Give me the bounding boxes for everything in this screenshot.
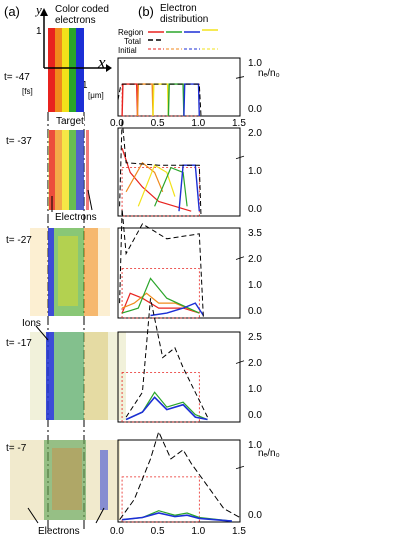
time-unit: [fs] [22,87,33,96]
x-tick-bottom-4: 1.5 [232,526,246,537]
total-curve-3 [119,209,204,319]
x-tick-bottom-3: 1.0 [191,526,206,537]
initial-profile-2 [121,167,200,217]
plot-frame-3 [117,227,241,319]
row-2-particles [48,130,89,210]
rainbow-target [48,28,84,112]
x-axis-arrowhead [106,64,112,72]
electrons-label: Electrons [55,212,97,223]
row2-yellow [137,164,176,207]
y-tick-row4-4: 0.0 [248,410,262,421]
y-tick-row2-3: 0.0 [248,204,262,215]
region-curve-2 [136,83,154,117]
region-curve-3 [152,83,170,117]
region-curve-5 [183,83,200,117]
row2-red [121,148,192,212]
ylabel-top: nₑ/n₀ [258,68,280,79]
panel-a-title-2: electrons [55,15,96,26]
row5-blue [122,512,232,522]
axis-x-tick: 1 [82,80,88,91]
y-tick-row1-1: 1.0 [248,58,262,69]
y-tick-row3-3: 1.0 [248,280,262,291]
y-tick-row2-2: 1.0 [248,166,262,177]
y-tick-row4-2: 2.0 [248,358,262,369]
row-3-time: t= -27 [6,235,32,246]
total-curve-5 [119,430,241,520]
axis-break-3 [235,256,245,260]
initial-profile-5 [121,476,200,523]
y-tick-row3-4: 0.0 [248,306,262,317]
x-tick-bottom-2: 0.5 [150,526,165,537]
ions-label: Ions [22,318,41,329]
initial-profile-3 [121,268,200,319]
y-tick-row3-2: 2.0 [248,254,262,265]
region-curve-4 [167,83,185,117]
row2-green [154,166,188,207]
legend-initial: Initial [118,46,137,55]
panel-a-title-1: Color coded [55,4,109,15]
plot-frame-4 [117,331,241,423]
bottom-electrons-label: Electrons [38,526,80,537]
row4-green [125,391,208,421]
ylabel-bottom: nₑ/n₀ [258,448,280,459]
arrow-electrons-right [87,189,93,211]
arrow-bottom-right [95,507,105,524]
panel-b-title-1: Electron [160,3,197,14]
row3-blue [150,302,204,317]
arrow-bottom-left [27,507,39,524]
row-4-time: t= -17 [6,338,32,349]
row4-blue [125,396,208,421]
legend-total: Total [124,37,141,46]
axis-x-unit: [μm] [88,91,104,100]
row-4-particles [30,332,126,420]
row-3-particles [30,228,110,316]
y-tick-row2-1: 2.0 [248,128,262,139]
panel-a-label: (a) [4,4,20,19]
panel-b-label: (b) [138,4,154,19]
target-label: Target [56,116,84,128]
region-curve-1 [121,83,139,117]
axis-y-tick: 1 [36,26,42,37]
y-tick-row3-1: 3.5 [248,228,262,239]
y-tick-row5-2: 0.0 [248,510,262,521]
axis-y-label: y [36,2,42,17]
x-tick-bottom-1: 0.0 [110,526,124,537]
axis-break-5 [235,465,245,470]
legend-region: Region [118,28,144,37]
x-tick-top-1: 0.0 [110,118,124,129]
row-1-time: t= -47 [4,72,30,83]
plot-frame-2 [117,127,241,217]
axis-x-label: x [98,53,106,72]
row2-blue [178,164,200,212]
row-5-particles [10,440,120,520]
row3-orange [121,292,200,314]
total-curve-1 [117,83,202,117]
initial-profile-4 [121,372,200,423]
axis-break-1 [235,76,245,79]
initial-profile-1 [121,83,200,117]
axis-break-2 [235,155,245,160]
x-tick-top-4: 1.5 [232,118,246,129]
total-curve-4 [125,298,208,418]
axis-break-4 [235,360,245,364]
row-5-time: t= -7 [6,443,27,454]
total-curve-2 [119,119,202,217]
panel-b-title-2: distribution [160,14,209,25]
y-tick-row4-1: 2.5 [248,332,262,343]
x-tick-top-3: 1.0 [191,118,206,129]
row3-red [121,292,200,314]
plot-frame-5 [117,439,241,523]
x-tick-top-2: 0.5 [150,118,165,129]
row-2-time: t= -37 [6,136,32,147]
row2-orange [125,161,164,193]
y-tick-row1-2: 0.0 [248,104,262,115]
row3-green [121,277,200,314]
y-tick-row4-3: 1.0 [248,384,262,395]
arrow-ions [35,325,49,341]
y-axis-arrowhead [40,8,48,16]
y-tick-row5-1: 1.0 [248,440,262,451]
